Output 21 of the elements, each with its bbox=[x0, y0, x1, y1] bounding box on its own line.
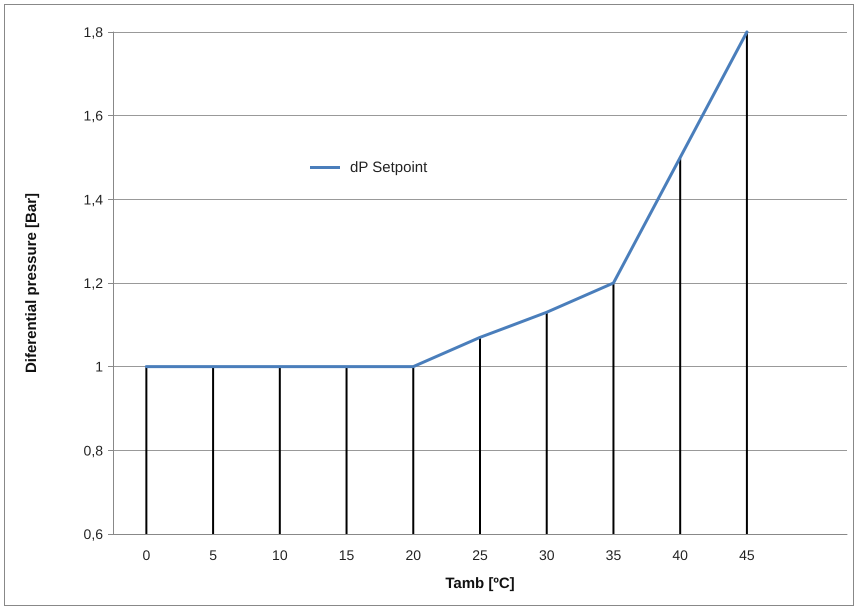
y-tick-label: 0,8 bbox=[84, 442, 104, 458]
y-tick-label: 1,8 bbox=[84, 24, 104, 40]
x-tick-label: 40 bbox=[672, 547, 688, 563]
legend-label: dP Setpoint bbox=[350, 159, 428, 176]
x-tick-label: 30 bbox=[538, 547, 555, 563]
x-tick-label: 15 bbox=[338, 547, 355, 563]
x-tick-label: 45 bbox=[739, 547, 755, 563]
y-tick-label: 1,2 bbox=[84, 275, 104, 291]
x-tick-label: 5 bbox=[209, 547, 218, 563]
x-tick-label: 35 bbox=[606, 547, 622, 563]
line-series bbox=[144, 30, 748, 368]
y-tick-label: 0,6 bbox=[84, 526, 104, 542]
y-axis-title: Diferential pressure [Bar] bbox=[23, 192, 40, 374]
x-axis-title: Tamb [ºC] bbox=[445, 575, 515, 592]
x-tick-label: 25 bbox=[472, 547, 488, 563]
x-tick-label: 0 bbox=[142, 547, 150, 563]
x-tick-label: 10 bbox=[272, 547, 288, 563]
x-tick-label: 20 bbox=[405, 547, 422, 563]
y-tick-label: 1 bbox=[95, 358, 104, 375]
y-tick-label: 1,6 bbox=[84, 108, 104, 124]
y-tick-label: 1,4 bbox=[84, 191, 104, 208]
